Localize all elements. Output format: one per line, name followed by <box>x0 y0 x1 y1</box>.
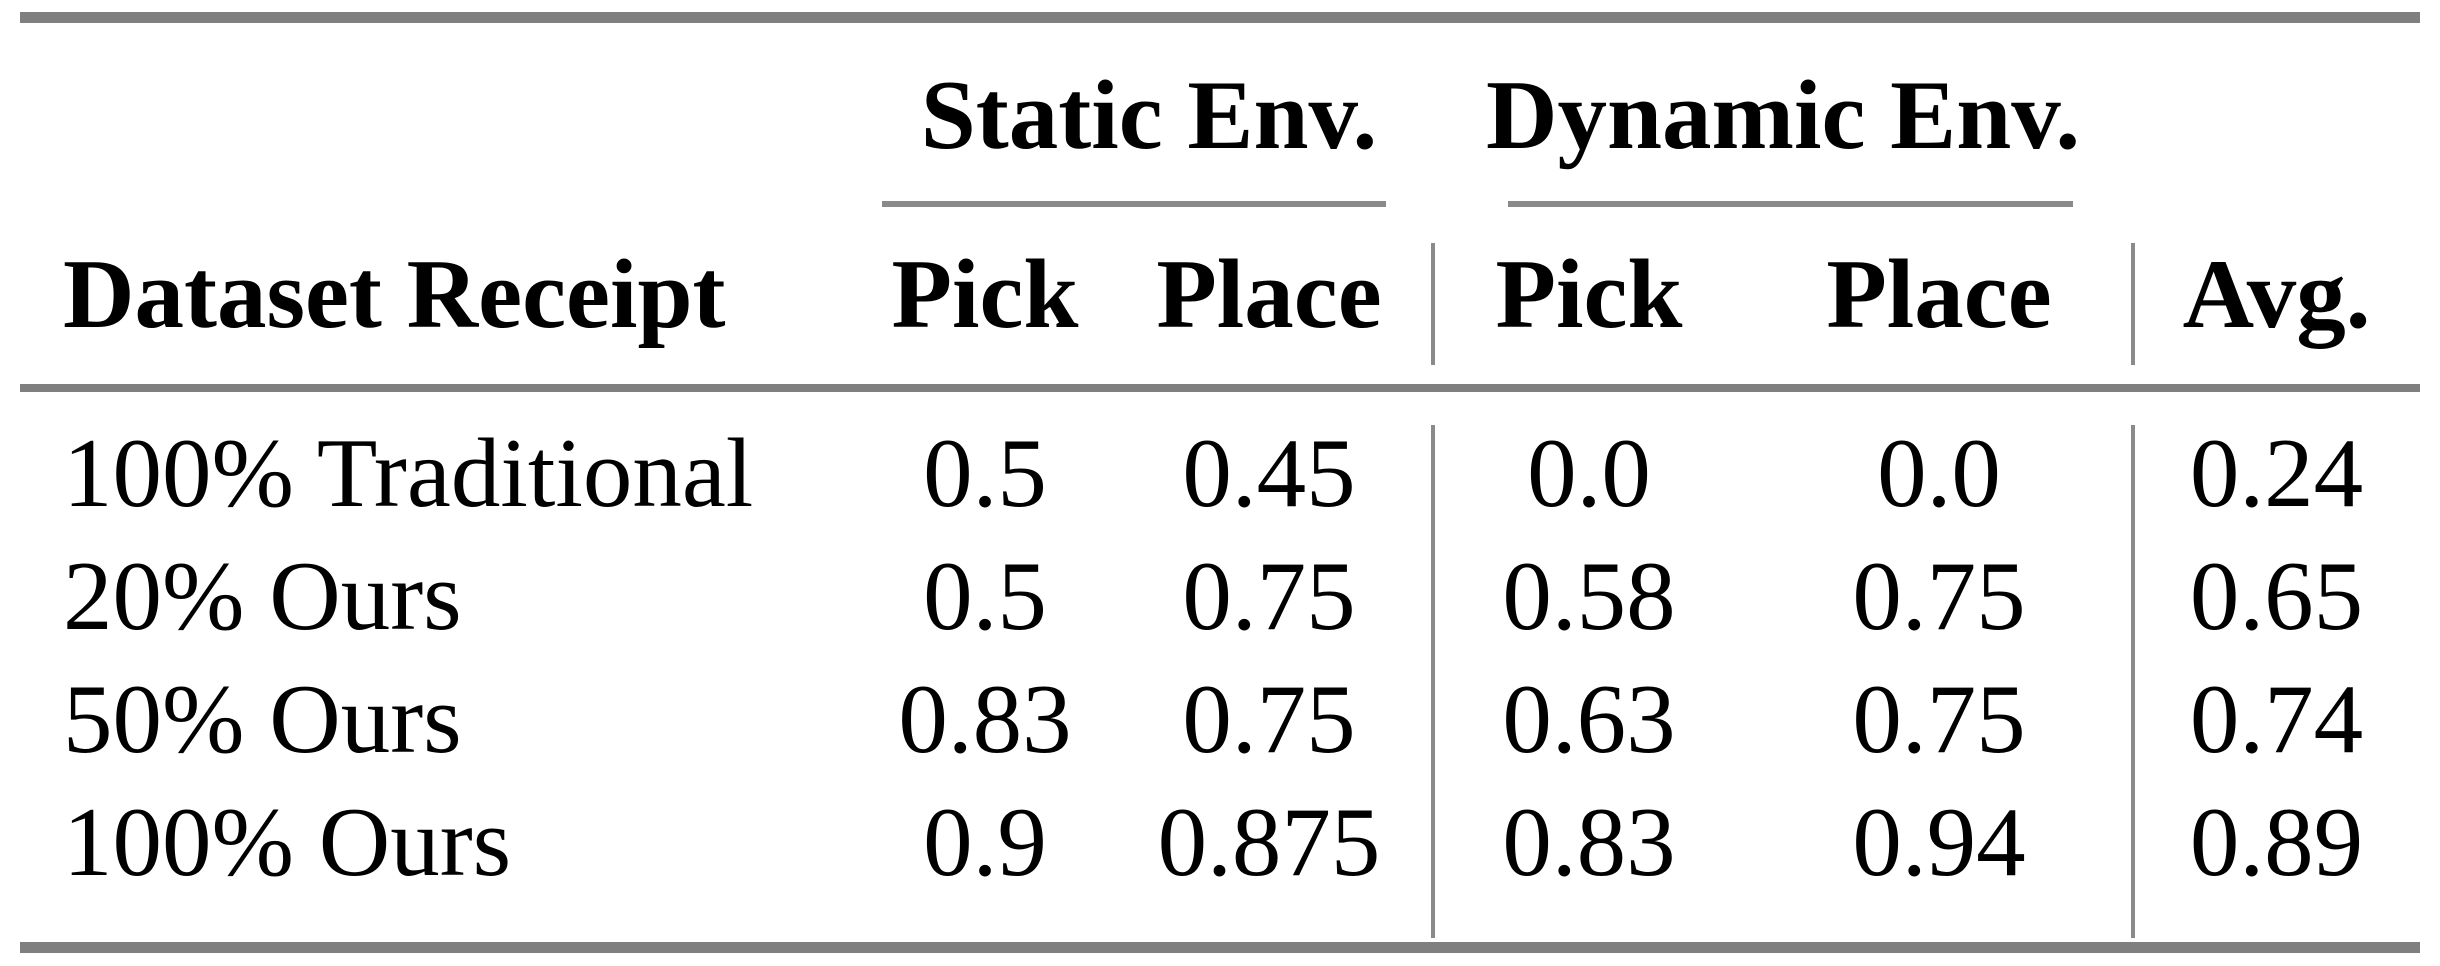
cell-avg: 0.74 <box>2189 665 2364 774</box>
results-table: Static Env. Dynamic Env. Dataset Receipt… <box>20 24 2420 904</box>
dynamic-avg-separator-header <box>2131 243 2135 365</box>
cell-static-place: 0.875 <box>1157 788 1381 897</box>
cell-static-pick: 0.5 <box>923 542 1047 651</box>
dynamic-env-cmidrule <box>1508 201 2073 207</box>
row-label: 100% Traditional <box>63 419 754 528</box>
empty-cell <box>20 24 865 207</box>
cell-avg: 0.89 <box>2189 788 2364 897</box>
cell-static-pick: 0.83 <box>898 665 1072 774</box>
dynamic-avg-separator-body <box>2131 425 2135 938</box>
table-row: 50% Ours 0.83 0.75 0.63 0.75 0.74 <box>20 658 2420 781</box>
col-header-static-place: Place <box>1156 240 1382 349</box>
column-header-row: Dataset Receipt Pick Place Pick Place Av… <box>20 207 2420 382</box>
group-header-static-env: Static Env. <box>920 61 1378 170</box>
table-row: 100% Traditional 0.5 0.45 0.0 0.0 0.24 <box>20 412 2420 535</box>
cell-static-pick: 0.9 <box>923 788 1047 897</box>
cell-static-place: 0.45 <box>1182 419 1356 528</box>
cell-static-pick: 0.5 <box>923 419 1047 528</box>
row-label: 20% Ours <box>63 542 462 651</box>
cell-dynamic-place: 0.75 <box>1852 665 2026 774</box>
top-rule <box>20 12 2420 23</box>
group-header-dynamic-env: Dynamic Env. <box>1485 61 2081 170</box>
col-header-dataset-receipt: Dataset Receipt <box>63 240 726 349</box>
cell-static-place: 0.75 <box>1182 542 1356 651</box>
cell-static-place: 0.75 <box>1182 665 1356 774</box>
col-header-static-pick: Pick <box>891 240 1079 349</box>
group-header-row: Static Env. Dynamic Env. <box>20 24 2420 207</box>
cell-dynamic-place: 0.75 <box>1852 542 2026 651</box>
col-header-avg: Avg. <box>2182 240 2371 349</box>
cell-avg: 0.24 <box>2189 419 2364 528</box>
col-header-dynamic-place: Place <box>1826 240 2052 349</box>
empty-cell <box>2133 24 2420 207</box>
cell-dynamic-place: 0.94 <box>1852 788 2026 897</box>
empty-cell <box>20 382 2420 412</box>
col-header-dynamic-pick: Pick <box>1495 240 1683 349</box>
cell-avg: 0.65 <box>2189 542 2364 651</box>
static-dynamic-separator-body <box>1431 425 1435 938</box>
cell-dynamic-place: 0.0 <box>1877 419 2001 528</box>
static-env-cmidrule <box>882 201 1386 207</box>
mid-rule <box>20 384 2420 392</box>
cell-dynamic-pick: 0.0 <box>1527 419 1651 528</box>
bottom-rule <box>20 942 2420 953</box>
cell-dynamic-pick: 0.63 <box>1502 665 1676 774</box>
static-dynamic-separator-header <box>1431 243 1435 365</box>
cell-dynamic-pick: 0.58 <box>1502 542 1676 651</box>
row-label: 100% Ours <box>63 788 512 897</box>
spacer-row <box>20 382 2420 412</box>
table-row: 100% Ours 0.9 0.875 0.83 0.94 0.89 <box>20 781 2420 904</box>
cell-dynamic-pick: 0.83 <box>1502 788 1676 897</box>
table-row: 20% Ours 0.5 0.75 0.58 0.75 0.65 <box>20 535 2420 658</box>
row-label: 50% Ours <box>63 665 462 774</box>
